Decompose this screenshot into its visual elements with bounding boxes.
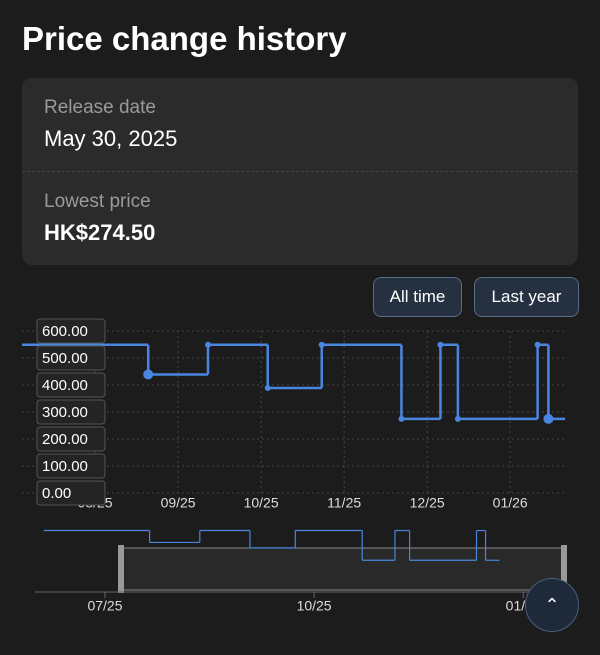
navigator-handle: [561, 545, 567, 593]
y-tick-box: [36, 372, 106, 398]
y-tick-label: 400.00: [42, 377, 88, 394]
price-point: [264, 384, 271, 391]
button[interactable]: Last year: [474, 277, 579, 317]
details-card: Release date May 30, 2025 Lowest price H…: [22, 78, 578, 265]
value: HK$274.50: [44, 220, 156, 245]
y-tick-box: [36, 480, 106, 506]
label: Release date: [44, 97, 156, 118]
navigator-tick-label: 10/25: [297, 598, 332, 614]
y-tick-box: [36, 399, 106, 425]
y-tick-box: [36, 453, 106, 479]
price-point: [318, 341, 325, 348]
y-tick-label: 100.00: [42, 458, 88, 475]
x-tick-label: 10/25: [244, 495, 279, 511]
button[interactable]: All time: [373, 277, 462, 317]
price-point: [398, 415, 405, 422]
y-tick-label: 600.00: [42, 323, 88, 340]
value: May 30, 2025: [44, 126, 178, 151]
navigator-tick-label: 07/25: [87, 598, 122, 614]
price-point: [543, 413, 554, 424]
y-tick-box: [36, 318, 106, 344]
x-tick-label: 12/25: [410, 495, 445, 511]
navigator-handle: [118, 545, 124, 593]
x-tick-label: 01/26: [493, 495, 528, 511]
navigator-window: [120, 547, 565, 591]
price-point: [437, 341, 444, 348]
price-point: [534, 341, 541, 348]
y-tick-label: 300.00: [42, 404, 88, 421]
y-tick-label: 500.00: [42, 350, 88, 367]
y-tick-label: 200.00: [42, 431, 88, 448]
scroll-top-button[interactable]: ⌃: [525, 578, 579, 632]
price-point: [143, 369, 154, 380]
price-point: [204, 341, 211, 348]
y-tick-label: 0.00: [42, 485, 71, 502]
y-tick-box: [36, 345, 106, 371]
y-tick-box: [36, 426, 106, 452]
divider: [22, 171, 578, 172]
title: Price change history: [22, 20, 347, 57]
x-tick-label: 11/25: [327, 495, 361, 511]
label: Lowest price: [44, 191, 151, 212]
x-tick-label: 09/25: [161, 495, 196, 511]
price-point: [454, 415, 461, 422]
